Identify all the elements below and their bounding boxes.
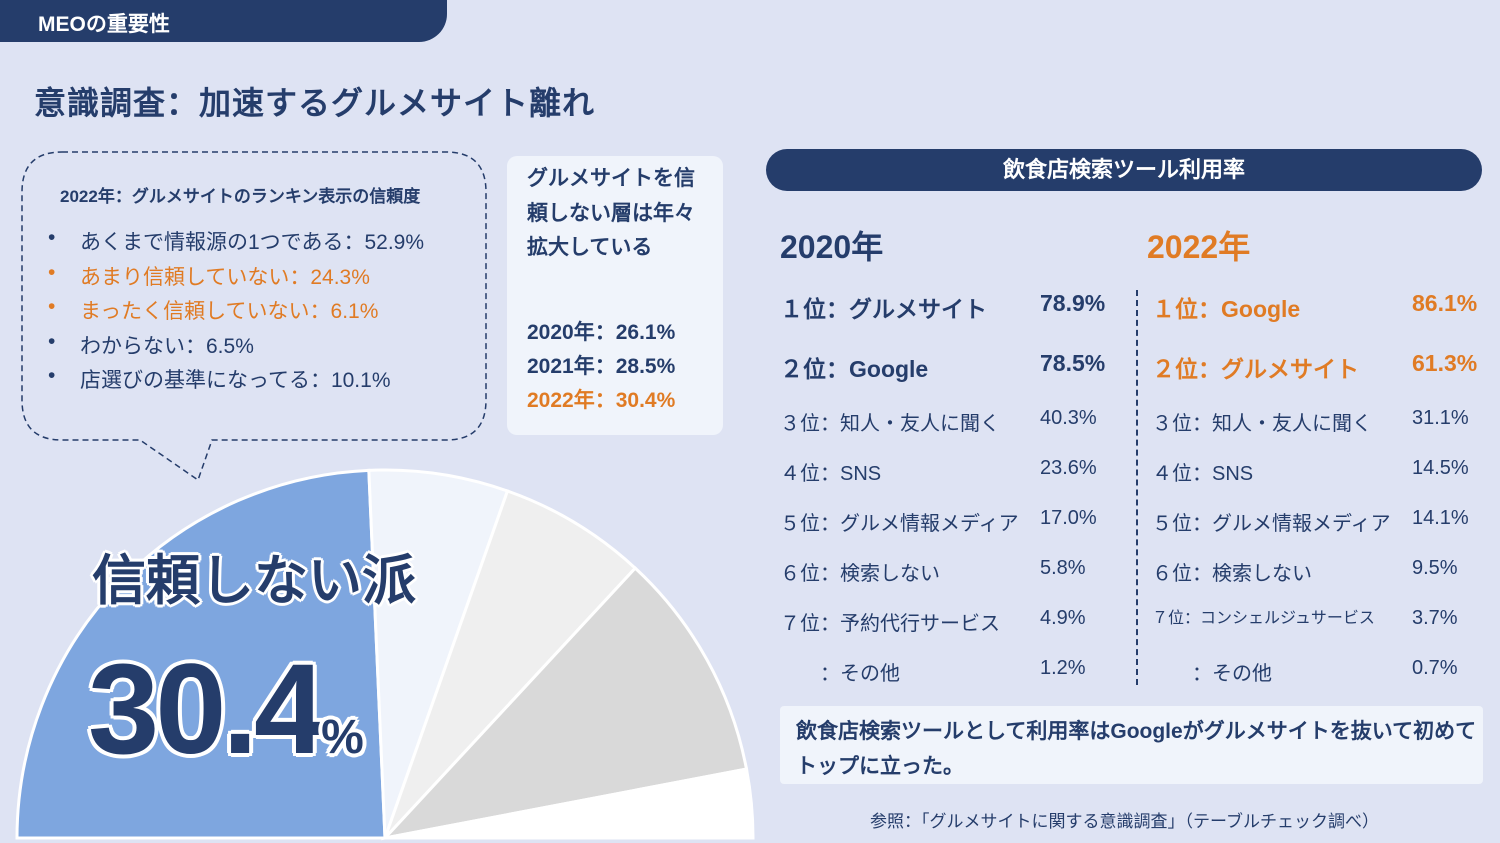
pie-slice	[15, 468, 387, 840]
bullet: •	[48, 295, 56, 318]
ranking-value: 4.9%	[1040, 607, 1086, 629]
pie-slice	[380, 566, 749, 841]
trust-item-label: 店選びの基準になってる：10.1%	[80, 369, 391, 392]
bullet: •	[48, 226, 56, 249]
source-citation: 参照：「グルメサイトに関する意識調査」（テーブルチェック調べ）	[870, 812, 1379, 831]
ranking-label: １位：グルメサイト	[780, 296, 987, 322]
trust-list-item: • あくまで情報源の1つである：52.9%	[48, 226, 424, 261]
callout-number: 30.4	[88, 638, 325, 781]
callout-label: 信頼しない派	[92, 551, 416, 611]
ranking-row: ６位：検索しない 5.8%	[780, 557, 1086, 586]
ranking-value: 23.6%	[1040, 457, 1097, 479]
bullet: •	[48, 329, 56, 353]
trend-2022: 2022年：30.4%	[527, 388, 676, 412]
bullet: •	[48, 260, 56, 284]
trust-list-item: • あまり信頼していない：24.3%	[48, 261, 424, 296]
callout-unit: %	[321, 711, 364, 764]
ranking-row: ７位：コンシェルジュサービス 3.7%	[1152, 607, 1458, 631]
trust-list-item: • まったく信頼していない：6.1%	[48, 295, 424, 330]
ranking-label: ：その他	[1152, 663, 1272, 685]
pie-slice	[384, 767, 755, 840]
section-tag: MEOの重要性	[0, 0, 447, 42]
trust-list: • あくまで情報源の1つである：52.9% • あまり信頼していない：24.3% • まっ…	[48, 226, 424, 399]
trend-2020: 2020年：26.1%	[527, 320, 676, 344]
ranking-row: ５位：グルメ情報メディア 17.0%	[780, 507, 1097, 536]
ranking-row: ７位：予約代行サービス 4.9%	[780, 607, 1086, 636]
trust-item-label: あくまで情報源の1つである：52.9%	[80, 231, 425, 254]
ranking-value: 0.7%	[1412, 657, 1458, 679]
pie-slice	[367, 468, 510, 839]
ranking-label: ７位：予約代行サービス	[780, 613, 1000, 635]
ranking-row: ３位：知人・友人に聞く 31.1%	[1152, 407, 1469, 436]
trust-item-label: まったく信頼していない：6.1%	[80, 300, 379, 323]
trend-box: グルメサイトを信頼しない層は年々拡大している 2020年：26.1% 2021年…	[507, 156, 723, 435]
ranking-row: １位：Google 86.1%	[1152, 290, 1477, 324]
pie-slice	[383, 489, 638, 840]
bubble-title: 2022年：グルメサイトのランキン表示の信頼度	[60, 187, 421, 206]
ranking-label: ４位：SNS	[780, 463, 882, 485]
summary-note: 飲食店検索ツールとして利用率はGoogleがグルメサイトを抜いて初めてトップに立…	[780, 706, 1483, 784]
ranking-row: ４位：SNS 23.6%	[780, 457, 1097, 486]
ranking-value: 40.3%	[1040, 407, 1097, 429]
ranking-label: ２位：Google	[780, 356, 929, 382]
year-2022-heading: 2022年	[1147, 229, 1251, 265]
trend-heading: グルメサイトを信頼しない層は年々拡大している	[527, 167, 695, 259]
callout-value: 30.4%	[88, 638, 364, 781]
ranking-label: ４位：SNS	[1152, 463, 1254, 485]
trust-item-label: あまり信頼していない：24.3%	[80, 265, 370, 289]
column-divider	[1136, 290, 1138, 685]
ranking-value: 5.8%	[1040, 557, 1086, 579]
usage-heading: 飲食店検索ツール利用率	[766, 149, 1482, 191]
ranking-label: ５位：グルメ情報メディア	[780, 513, 1019, 535]
ranking-row: ５位：グルメ情報メディア 14.1%	[1152, 507, 1469, 536]
ranking-label: ５位：グルメ情報メディア	[1152, 513, 1391, 535]
ranking-value: 9.5%	[1412, 557, 1458, 579]
ranking-label: ７位：コンシェルジュサービス	[1152, 610, 1375, 627]
ranking-label: ：その他	[780, 663, 900, 685]
ranking-row: ３位：知人・友人に聞く 40.3%	[780, 407, 1097, 436]
trust-item-label: わからない：6.5%	[80, 334, 254, 358]
ranking-row: ６位：検索しない 9.5%	[1152, 557, 1458, 586]
ranking-row: ：その他 1.2%	[780, 657, 1086, 686]
ranking-value: 78.9%	[1040, 290, 1106, 316]
trend-2021: 2021年：28.5%	[527, 354, 676, 378]
ranking-value: 78.5%	[1040, 350, 1106, 376]
bullet: •	[48, 364, 56, 387]
ranking-row: ：その他 0.7%	[1152, 657, 1458, 686]
ranking-value: 86.1%	[1412, 290, 1478, 316]
ranking-label: ６位：検索しない	[780, 563, 940, 585]
ranking-value: 3.7%	[1412, 607, 1458, 629]
ranking-value: 31.1%	[1412, 407, 1469, 429]
trust-list-item: • わからない：6.5%	[48, 330, 424, 365]
ranking-label: ２位：グルメサイト	[1152, 356, 1359, 382]
year-2020-heading: 2020年	[780, 229, 884, 265]
ranking-value: 1.2%	[1040, 657, 1086, 679]
ranking-value: 14.1%	[1412, 507, 1469, 529]
ranking-value: 14.5%	[1412, 457, 1469, 479]
ranking-value: 17.0%	[1040, 507, 1097, 529]
ranking-label: １位：Google	[1152, 296, 1301, 322]
page-title: 意識調査：加速するグルメサイト離れ	[34, 85, 596, 121]
ranking-row: ４位：SNS 14.5%	[1152, 457, 1469, 486]
ranking-row: ２位：Google 78.5%	[780, 350, 1105, 384]
ranking-row: ２位：グルメサイト 61.3%	[1152, 350, 1477, 384]
trust-list-item: • 店選びの基準になってる：10.1%	[48, 364, 424, 399]
ranking-value: 61.3%	[1412, 350, 1478, 376]
speech-bubble-border	[21, 151, 487, 482]
ranking-label: ３位：知人・友人に聞く	[1152, 413, 1372, 435]
ranking-label: ６位：検索しない	[1152, 563, 1312, 585]
ranking-row: １位：グルメサイト 78.9%	[780, 290, 1105, 324]
ranking-label: ３位：知人・友人に聞く	[780, 413, 1000, 435]
